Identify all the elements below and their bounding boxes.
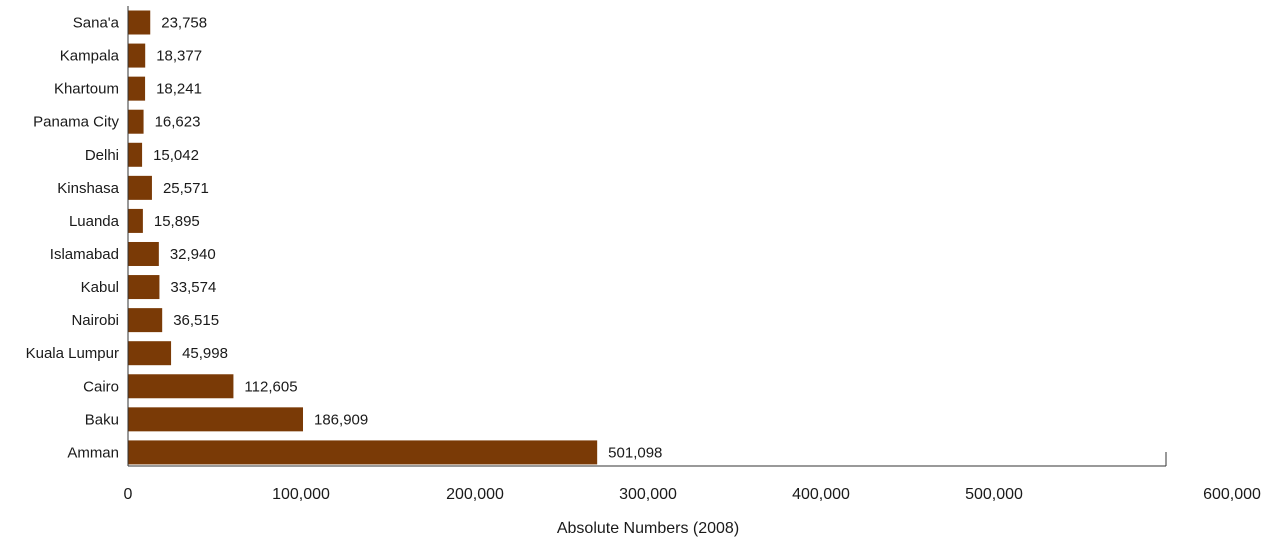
category-label: Delhi [85, 147, 119, 164]
bar [128, 440, 598, 465]
category-label: Kabul [81, 279, 119, 296]
x-tick-label: 500,000 [965, 486, 1023, 503]
x-axis-title: Absolute Numbers (2008) [557, 520, 739, 537]
category-label: Islamabad [50, 246, 119, 263]
category-label: Kinshasa [57, 180, 119, 197]
value-label: 18,377 [156, 48, 202, 65]
value-label: 15,042 [153, 147, 199, 164]
category-label: Panama City [33, 114, 119, 131]
category-label: Baku [85, 411, 119, 428]
x-tick-label: 300,000 [619, 486, 677, 503]
category-label: Amman [67, 444, 119, 461]
bar [128, 175, 152, 200]
x-tick-label: 0 [124, 486, 133, 503]
value-label: 23,758 [161, 15, 207, 32]
bar [128, 275, 160, 300]
x-tick-label: 600,000 [1203, 486, 1261, 503]
value-label: 186,909 [314, 411, 368, 428]
x-tick-label: 100,000 [272, 486, 330, 503]
bar [128, 76, 146, 101]
category-label: Sana'a [73, 15, 120, 32]
category-label: Luanda [69, 213, 120, 230]
category-label: Kampala [60, 48, 120, 65]
x-ticks-group: 0 100,000 200,000 300,000 400,000 500,000 600,… [124, 486, 1261, 503]
bars-group: Sana'a 23,758 Kampala 18,377 Khartoum 18,241 P… [26, 10, 662, 465]
value-label: 25,571 [163, 180, 209, 197]
bar [128, 10, 151, 35]
category-label: Cairo [83, 378, 119, 395]
bar [128, 43, 146, 68]
bar [128, 407, 304, 432]
category-label: Kuala Lumpur [26, 345, 119, 362]
axes-group [127, 6, 1167, 467]
bar [128, 142, 143, 167]
value-label: 18,241 [156, 81, 202, 98]
value-label: 36,515 [173, 312, 219, 329]
value-label: 32,940 [170, 246, 216, 263]
category-label: Khartoum [54, 81, 119, 98]
bar [128, 208, 143, 233]
value-label: 16,623 [155, 114, 201, 131]
category-label: Nairobi [71, 312, 119, 329]
value-label: 45,998 [182, 345, 228, 362]
bar [128, 241, 159, 266]
value-label: 501,098 [608, 444, 662, 461]
value-label: 112,605 [244, 378, 297, 395]
x-tick-label: 400,000 [792, 486, 850, 503]
bar [128, 374, 234, 399]
bar [128, 109, 144, 134]
bar [128, 308, 163, 333]
x-tick-label: 200,000 [446, 486, 504, 503]
value-label: 15,895 [154, 213, 200, 230]
value-label: 33,574 [170, 279, 216, 296]
bar [128, 341, 172, 366]
